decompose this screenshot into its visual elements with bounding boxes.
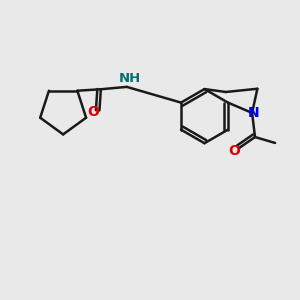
Text: N: N (248, 106, 259, 120)
Text: O: O (229, 144, 240, 158)
Text: NH: NH (119, 72, 142, 85)
Text: O: O (87, 105, 99, 119)
